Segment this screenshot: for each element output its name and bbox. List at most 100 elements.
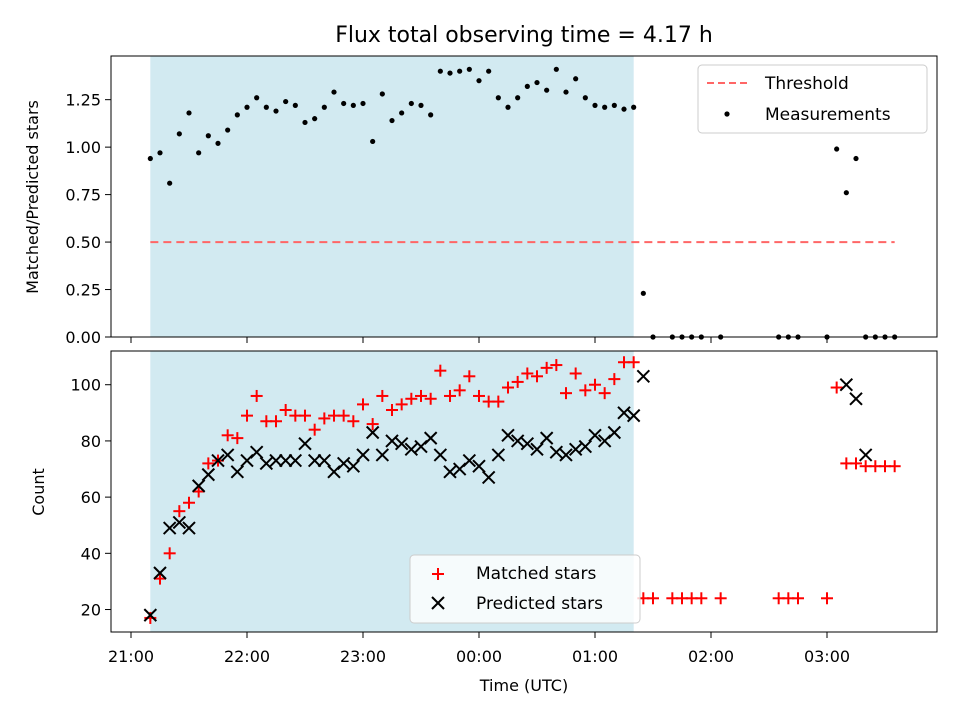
threshold-legend-label: Threshold — [764, 74, 849, 94]
predicted-star-point — [607, 425, 622, 440]
matched-star-point — [550, 359, 563, 372]
measurement-point — [215, 140, 221, 146]
predicted-star-point — [298, 437, 312, 451]
predicted-star-point — [201, 467, 216, 482]
predicted-star-point — [211, 453, 225, 468]
bottom-legend: Matched stars Predicted stars — [409, 554, 641, 624]
matched-star-point — [405, 392, 418, 405]
predicted-star-point — [617, 406, 631, 420]
measurement-point — [254, 95, 260, 101]
matched-star-point — [830, 381, 843, 394]
matched-star-point — [337, 409, 350, 422]
matched-star-point — [560, 387, 572, 400]
top-y-tick-label: 0.50 — [65, 233, 101, 252]
matched-star-point — [279, 404, 292, 417]
matched-star-point — [424, 392, 437, 405]
matched-star-point — [589, 378, 601, 391]
matched-star-point — [821, 592, 833, 605]
top-y-ticks: 0.00 0.25 0.50 0.75 1.00 1.25 — [65, 91, 111, 347]
measurement-point — [370, 138, 376, 145]
bottom-y-tick-label: 40 — [81, 544, 101, 563]
predicted-star-point — [849, 392, 863, 406]
predicted-star-point — [520, 437, 535, 451]
predicted-star-point — [491, 448, 506, 462]
measurement-point — [505, 104, 511, 110]
matched-star-point — [444, 389, 456, 402]
predicted-star-point — [288, 453, 303, 468]
top-legend-box — [697, 64, 928, 134]
measurement-point — [341, 100, 347, 107]
matched-star-point — [608, 373, 621, 386]
bottom-y-axis-label: Count — [29, 468, 48, 516]
measurement-point — [834, 146, 840, 152]
measurement-point — [582, 95, 588, 101]
predicted-star-point — [404, 442, 419, 457]
measurement-point — [621, 106, 627, 112]
predicted-star-point — [182, 521, 196, 535]
predicted-star-point — [259, 456, 274, 471]
top-shaded-region — [150, 56, 634, 337]
matched-star-point — [569, 367, 582, 380]
matched-star-point — [192, 485, 205, 498]
x-tick-label: 21:00 — [108, 647, 154, 666]
matched-star-point — [453, 384, 466, 397]
measurement-point — [196, 150, 202, 156]
matched-star-point — [318, 412, 331, 425]
top-panel: 0.00 0.25 0.50 0.75 1.00 1.25 Matched/Predict… — [23, 55, 938, 347]
matched-star-point — [270, 415, 282, 428]
measurement-point — [244, 104, 250, 110]
matched-star-point — [415, 389, 427, 402]
measurement-point — [573, 76, 579, 82]
measurement-point — [534, 79, 540, 86]
matched-star-point — [154, 572, 166, 585]
predicted-star-point — [839, 378, 854, 392]
measurement-point — [360, 100, 366, 107]
top-shaded-rect — [150, 56, 634, 337]
top-y-tick-label: 0.25 — [65, 281, 101, 300]
bottom-y-tick-label: 80 — [81, 432, 101, 451]
matched-star-point — [540, 361, 553, 374]
matched-star-point — [299, 409, 311, 422]
predicted-star-point — [433, 448, 448, 462]
predicted-star-point — [568, 442, 583, 457]
x-tick-label: 00:00 — [456, 647, 502, 666]
top-y-axis-label: Matched/Predicted stars — [23, 100, 42, 294]
measurement-point — [544, 87, 550, 93]
matched-stars-points — [144, 356, 901, 624]
matched-star-point — [366, 418, 379, 431]
predicted-star-point — [385, 434, 399, 448]
predicted-star-point — [356, 448, 370, 462]
x-axis-label: Time (UTC) — [479, 676, 568, 695]
measurement-point — [843, 190, 849, 196]
measurement-point — [486, 68, 492, 74]
matched-star-point — [627, 356, 640, 369]
matched-star-point — [695, 592, 708, 605]
measurement-point — [640, 290, 646, 296]
matched-star-point — [357, 398, 369, 411]
bottom-axes-frame — [110, 350, 938, 633]
matched-star-point — [395, 398, 408, 411]
measurement-point — [302, 119, 308, 126]
measurement-point — [225, 127, 231, 133]
predicted-star-point — [346, 459, 361, 473]
matched-star-point — [434, 364, 447, 377]
predicted-star-point — [636, 369, 651, 383]
matched-star-point — [250, 389, 263, 402]
measurement-point — [147, 155, 153, 162]
predicted-star-point — [539, 431, 554, 445]
top-y-tick-label: 1.00 — [65, 138, 101, 157]
measurement-point — [853, 155, 859, 162]
matched-star-point — [308, 423, 321, 436]
measurement-point — [476, 78, 482, 84]
top-y-tick-label: 1.25 — [65, 91, 101, 110]
matched-stars-legend-swatch — [432, 568, 444, 580]
measurement-point — [563, 89, 569, 95]
measurement-point — [611, 102, 617, 108]
predicted-star-point — [530, 442, 544, 457]
measurements-legend-label: Measurements — [765, 105, 891, 125]
predicted-star-point — [375, 448, 390, 462]
measurement-point — [447, 70, 453, 76]
matched-star-point — [386, 404, 398, 417]
measurement-point — [312, 116, 318, 122]
predicted-star-point — [172, 515, 187, 530]
